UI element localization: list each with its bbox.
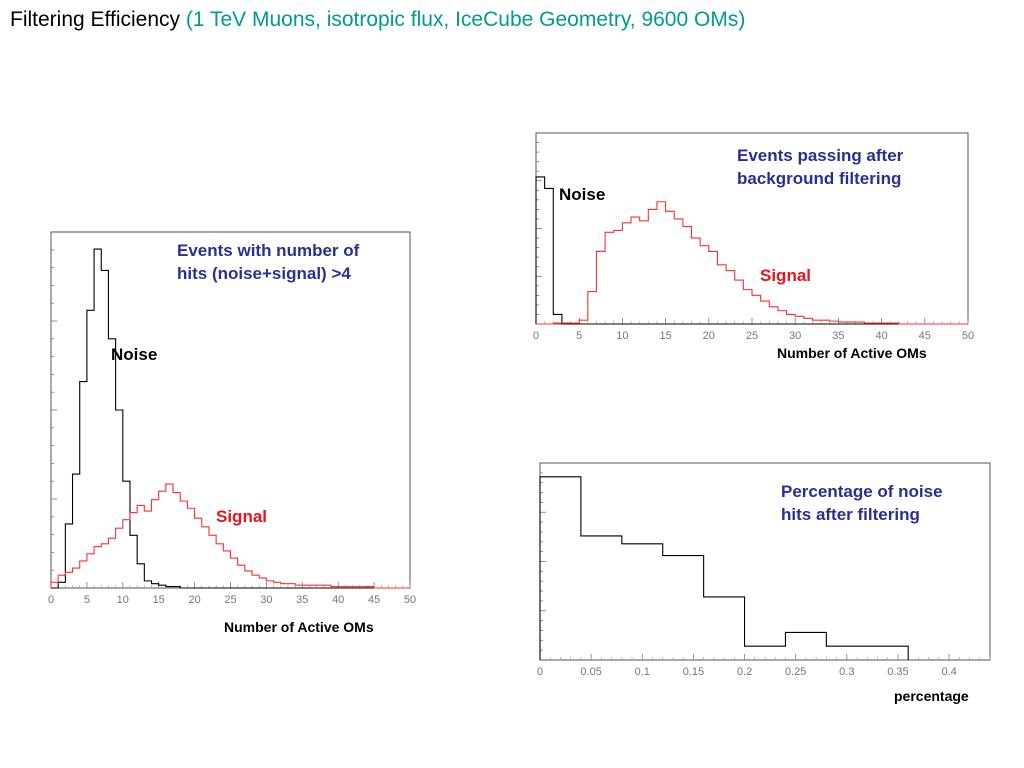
top-right-x-tick-label: 35 [832,330,844,342]
bottom-right-x-tick-label: 0.1 [635,666,650,678]
slide-title: Filtering Efficiency (1 TeV Muons, isotr… [10,8,745,32]
left-x-tick-label: 30 [260,594,272,606]
top-right-chart-x-axis-title: Number of Active OMs [777,345,927,361]
left-x-tick-label: 45 [368,594,380,606]
left-chart-signal-label: Signal [216,507,268,526]
top-right-chart-header-line2: background filtering [737,169,902,188]
left-x-tick-label: 50 [404,594,416,606]
bottom-right-x-tick-label: 0.3 [839,666,854,678]
bottom-right-x-tick-label: 0 [537,666,543,678]
bottom-right-x-tick-label: 0.35 [887,666,908,678]
left-signal-histogram [50,483,410,589]
slide-title-sub: (1 TeV Muons, isotropic flux, IceCube Ge… [185,8,746,31]
top-right-x-tick-label: 45 [919,330,931,342]
top-right-x-tick-label: 10 [616,330,628,342]
bottom-right-x-tick-label: 0.2 [737,666,752,678]
top-right-chart-header-line1: Events passing after [737,146,904,165]
left-x-tick-label: 5 [84,594,90,606]
bottom-right-x-tick-label: 0.4 [941,666,956,678]
bottom-right-series-histogram [539,476,909,660]
top-right-x-tick-label: 15 [659,330,671,342]
left-x-tick-label: 10 [117,594,129,606]
top-right-chart-signal-label: Signal [760,266,812,285]
left-x-tick-label: 0 [48,594,54,606]
top-right-chart-noise-label: Noise [559,185,606,204]
top-right-chart-header: Events passing after background filterin… [737,144,903,190]
bottom-right-chart-x-axis-title: percentage [894,688,969,704]
top-right-x-tick-label: 5 [576,330,582,342]
left-plot-frame [50,231,411,589]
top-right-x-tick-label: 25 [746,330,758,342]
top-right-x-tick-label: 20 [703,330,715,342]
left-chart-header-line2: hits (noise+signal) >4 [177,264,351,283]
left-chart-noise-label: Noise [111,345,158,364]
left-chart-header-line1: Events with number of [177,241,360,260]
left-x-tick-label: 25 [224,594,236,606]
bottom-right-x-tick-label: 0.15 [683,666,704,678]
top-right-signal-histogram [536,201,968,325]
left-x-tick-label: 40 [332,594,344,606]
left-noise-histogram [51,248,410,589]
bottom-right-chart-header-line2: hits after filtering [781,505,920,524]
top-right-noise-histogram [535,176,968,325]
left-x-tick-label: 15 [153,594,165,606]
left-x-tick-label: 20 [188,594,200,606]
top-right-x-tick-label: 30 [789,330,801,342]
slide-title-main: Filtering Efficiency [10,8,181,31]
bottom-right-x-tick-label: 0.25 [785,666,806,678]
top-right-x-tick-label: 50 [962,330,974,342]
bottom-right-x-tick-label: 0.05 [580,666,601,678]
bottom-right-chart-header: Percentage of noise hits after filtering [781,480,943,526]
top-right-x-tick-label: 40 [875,330,887,342]
top-right-x-tick-label: 0 [533,330,539,342]
left-x-tick-label: 35 [296,594,308,606]
left-chart-x-axis-title: Number of Active OMs [224,619,374,635]
left-chart-header: Events with number of hits (noise+signal… [177,239,359,285]
bottom-right-chart-header-line1: Percentage of noise [781,482,943,501]
